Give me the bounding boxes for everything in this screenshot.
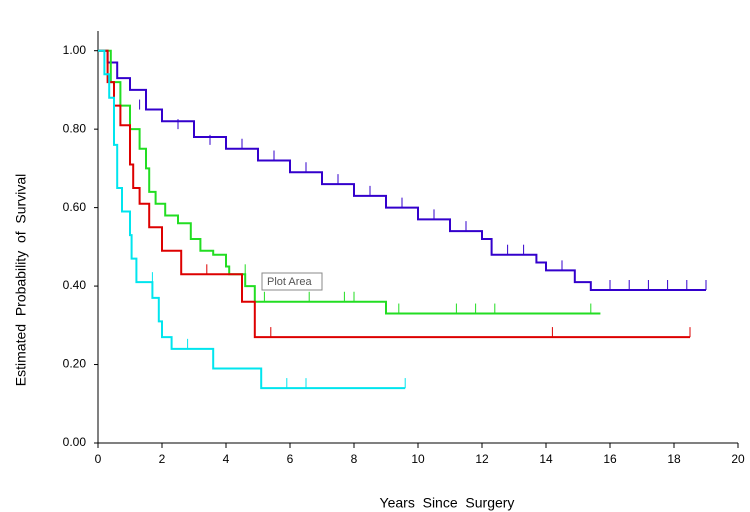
x-tick-label: 4 bbox=[223, 452, 230, 466]
y-tick-label: 0.00 bbox=[63, 435, 87, 449]
y-tick-label: 0.80 bbox=[63, 121, 87, 135]
x-tick-label: 16 bbox=[603, 452, 617, 466]
tooltip-box bbox=[261, 272, 323, 291]
y-axis-label: Estimated Probability of Survival bbox=[13, 174, 29, 386]
x-tick-label: 8 bbox=[351, 452, 358, 466]
x-tick-label: 20 bbox=[731, 452, 745, 466]
y-tick-label: 0.40 bbox=[63, 278, 87, 292]
survival-curve bbox=[98, 49, 601, 315]
x-tick-label: 2 bbox=[159, 452, 166, 466]
y-tick-label: 0.20 bbox=[63, 357, 87, 371]
x-tick-label: 6 bbox=[287, 452, 294, 466]
x-tick-label: 12 bbox=[475, 452, 489, 466]
x-axis-label: Years Since Surgery bbox=[380, 495, 515, 511]
survival-curve bbox=[98, 49, 690, 339]
x-tick-label: 0 bbox=[95, 452, 102, 466]
survival-curve bbox=[98, 49, 706, 291]
survival-curve bbox=[98, 49, 406, 390]
x-tick-label: 18 bbox=[667, 452, 681, 466]
tooltip-text: Plot Area bbox=[267, 276, 313, 288]
x-tick-label: 10 bbox=[411, 452, 425, 466]
y-tick-label: 1.00 bbox=[63, 43, 87, 57]
x-tick-label: 14 bbox=[539, 452, 553, 466]
y-tick-label: 0.60 bbox=[63, 200, 87, 214]
